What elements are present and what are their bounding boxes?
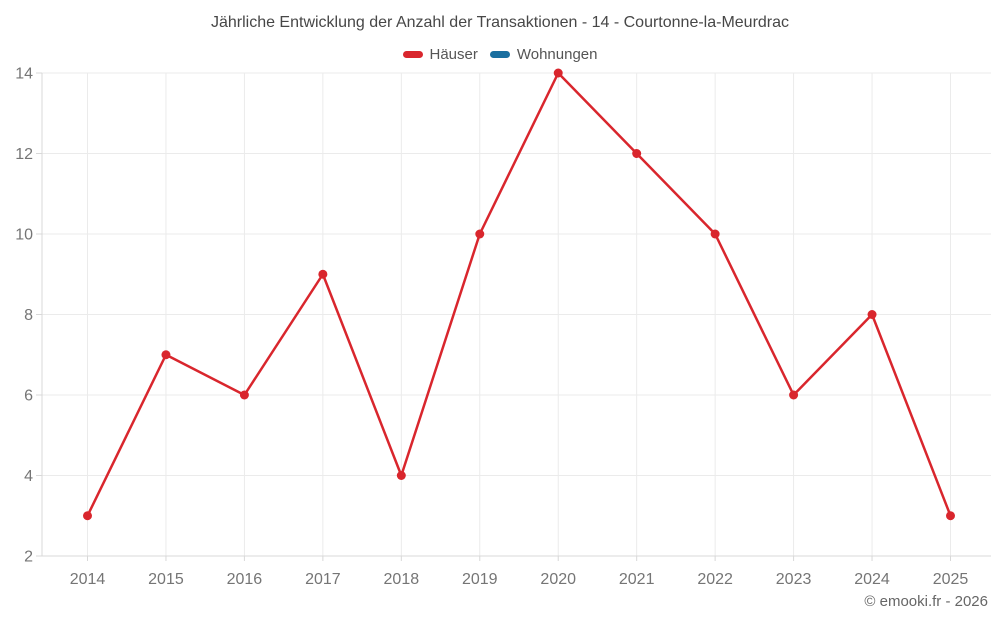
data-point[interactable]	[710, 229, 720, 239]
x-axis-tick-label: 2022	[697, 571, 733, 588]
data-point[interactable]	[789, 390, 799, 400]
series-line-Häuser	[86, 71, 952, 517]
legend-label-wohnungen: Wohnungen	[516, 46, 598, 63]
data-point[interactable]	[946, 511, 955, 521]
data-point[interactable]	[161, 350, 171, 360]
legend-item-haeuser[interactable]: Häuser	[402, 46, 478, 63]
y-axis-tick-label: 14	[15, 66, 33, 83]
x-axis-tick-label: 2025	[933, 571, 969, 588]
data-point[interactable]	[475, 229, 485, 239]
data-point[interactable]	[632, 149, 642, 158]
data-point[interactable]	[318, 269, 328, 279]
y-axis-tick-label: 10	[15, 227, 33, 244]
legend-swatch-wohnungen-icon	[489, 51, 510, 58]
x-axis-tick-label: 2014	[70, 571, 106, 588]
y-axis-tick-label: 6	[24, 388, 33, 405]
legend-label-haeuser: Häuser	[429, 46, 478, 63]
x-axis-tick-label: 2016	[227, 571, 263, 588]
x-axis-tick-label: 2020	[540, 571, 576, 588]
legend-item-wohnungen[interactable]: Wohnungen	[489, 46, 598, 63]
legend-swatch-haeuser-icon	[402, 51, 423, 58]
x-axis-tick-label: 2018	[384, 571, 420, 588]
x-axis-tick-label: 2017	[305, 571, 341, 588]
x-axis-tick-label: 2015	[148, 571, 184, 588]
x-axis-tick-label: 2021	[619, 571, 655, 588]
y-axis-tick-label: 2	[24, 549, 33, 566]
y-axis-tick-label: 4	[24, 468, 33, 485]
data-point[interactable]	[553, 68, 563, 78]
x-axis-tick-label: 2023	[776, 571, 812, 588]
legend: Häuser Wohnungen	[0, 46, 1000, 63]
data-point[interactable]	[239, 390, 249, 400]
chart-title: Jährliche Entwicklung der Anzahl der Tra…	[210, 14, 790, 31]
x-axis-tick-label: 2019	[462, 571, 498, 588]
footer-credit: © emooki.fr - 2026	[864, 593, 988, 610]
data-point[interactable]	[83, 511, 92, 521]
data-point[interactable]	[867, 310, 877, 319]
y-axis-tick-label: 8	[24, 307, 33, 324]
y-axis-tick-label: 12	[15, 146, 33, 163]
data-point[interactable]	[396, 471, 406, 480]
x-axis-tick-label: 2024	[854, 571, 890, 588]
